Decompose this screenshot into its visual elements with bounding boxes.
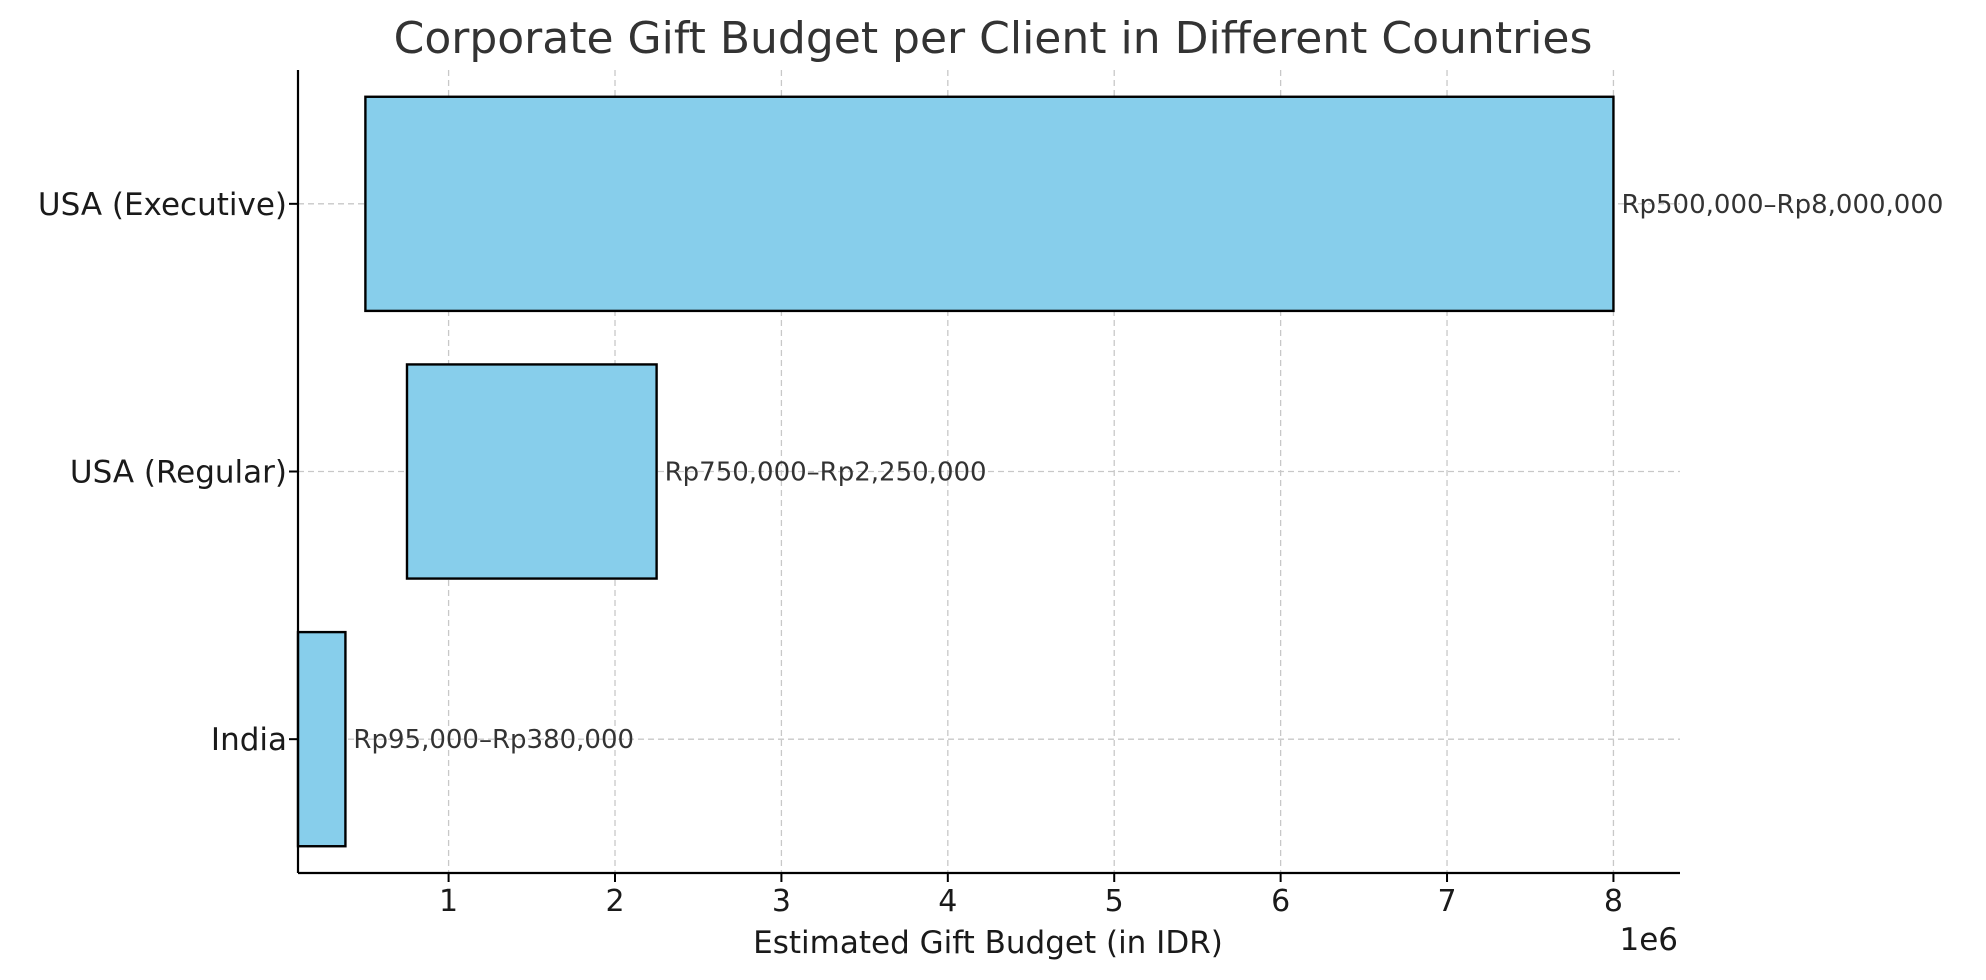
data-labels: Rp500,000–Rp8,000,000 Rp750,000–Rp2,250,0… [353, 190, 1943, 755]
x-tick-label: 2 [605, 884, 624, 919]
x-tick-label: 1 [439, 884, 458, 919]
bar-value-label: Rp750,000–Rp2,250,000 [665, 458, 987, 488]
bar [296, 630, 347, 848]
x-axis-label: Estimated Gift Budget (in IDR) [753, 925, 1223, 961]
x-axis-ticks: 1 2 3 4 5 6 7 8 [439, 873, 1623, 919]
x-tick-label: 3 [772, 884, 791, 919]
bars [296, 95, 1615, 848]
bar-value-label: Rp500,000–Rp8,000,000 [1621, 190, 1943, 220]
x-tick-label: 5 [1105, 884, 1124, 919]
bar [405, 363, 658, 580]
category-label: USA (Executive) [38, 187, 287, 223]
x-tick-label: 8 [1604, 884, 1623, 919]
chart-title: Corporate Gift Budget per Client in Diff… [394, 13, 1593, 64]
category-label: India [211, 722, 287, 758]
x-tick-label: 7 [1437, 884, 1456, 919]
x-tick-label: 4 [938, 884, 957, 919]
x-axis-offset-label: 1e6 [1619, 922, 1678, 958]
bar-value-label: Rp95,000–Rp380,000 [353, 725, 634, 755]
category-label: USA (Regular) [70, 455, 287, 491]
bar [364, 95, 1615, 313]
x-tick-label: 6 [1271, 884, 1290, 919]
y-axis-ticks: USA (Executive) USA (Regular) India [38, 187, 298, 758]
